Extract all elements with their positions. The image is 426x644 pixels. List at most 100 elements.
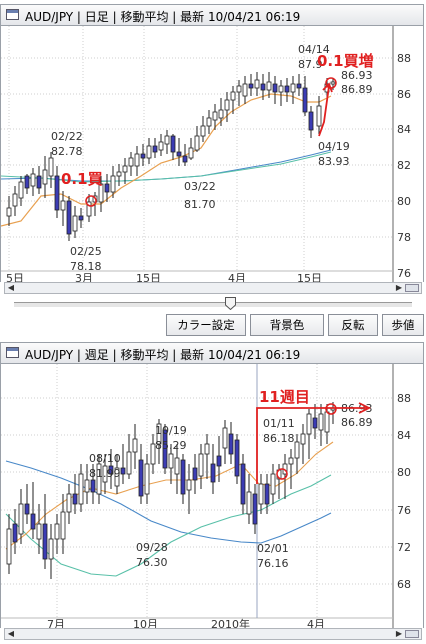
entry-marker-circle: [276, 468, 288, 480]
label-last-b: 86.89: [341, 83, 373, 96]
y-tick-76: 76: [397, 267, 411, 280]
ma-short-line: [1, 93, 332, 227]
candle-body: [180, 459, 186, 495]
candle-body: [170, 135, 176, 153]
candle-body: [200, 125, 206, 137]
y-tick-86: 86: [397, 88, 411, 101]
zoom-slider[interactable]: [14, 297, 412, 310]
candle-body: [278, 85, 284, 93]
candle-body: [216, 455, 222, 467]
candle-body: [54, 523, 60, 540]
candle-body: [114, 467, 120, 487]
candle-body: [110, 175, 116, 193]
daily-chart-area[interactable]: 88 86 84 82 80 78 76 5日 3月 15日 4月 15日: [0, 26, 424, 282]
candle-body: [252, 493, 258, 525]
candle-body: [134, 153, 140, 167]
candle-body: [218, 109, 224, 119]
candle-body: [224, 99, 230, 111]
background-color-button[interactable]: 背景色: [250, 314, 324, 336]
candle-body: [90, 479, 96, 493]
last-marker-circle: [325, 403, 337, 415]
candle-body: [60, 200, 66, 211]
candle-body: [158, 141, 164, 151]
candle-body: [188, 147, 194, 159]
y-tick-68: 68: [397, 578, 411, 591]
ma-mid-line: [1, 151, 332, 183]
annotation-arrowhead: [322, 82, 333, 93]
x-tick-july: 7月: [47, 618, 65, 628]
candle-body: [86, 201, 92, 217]
label-0419-value: 83.93: [318, 155, 350, 168]
candle-body: [272, 83, 278, 93]
annotation-weeks: 11週目: [259, 388, 310, 406]
tick-button[interactable]: 歩値: [382, 314, 424, 336]
candle-body: [260, 83, 266, 91]
candle-body: [324, 411, 330, 433]
label-0111-date: 01/11: [263, 417, 295, 430]
candle-body: [6, 207, 12, 217]
weekly-grid: [1, 364, 393, 618]
candle-body: [42, 169, 48, 185]
label-0225-value: 78.18: [70, 260, 102, 273]
candle-body: [316, 105, 322, 127]
y-tick-84: 84: [397, 123, 411, 136]
color-settings-button[interactable]: カラー設定: [166, 314, 246, 336]
label-0810-date: 08/10: [89, 452, 121, 465]
candle-body: [36, 523, 42, 540]
candle-body: [54, 175, 60, 211]
scroll-right-icon[interactable]: ▶: [395, 629, 403, 638]
daily-chart-title: AUD/JPY | 日足 | 移動平均 | 最新 10/04/21 06:19: [25, 10, 301, 24]
y-tick-78: 78: [397, 231, 411, 244]
candle-body: [116, 171, 122, 177]
candle-body: [164, 135, 170, 145]
candle-body: [140, 153, 146, 159]
candle-body: [300, 433, 306, 445]
candle-body: [296, 83, 302, 89]
label-0222-date: 02/22: [51, 130, 83, 143]
candle-body: [102, 465, 108, 483]
label-0222-value: 82.78: [51, 145, 83, 158]
daily-candles: [6, 72, 336, 241]
candle-body: [210, 463, 216, 483]
candle-body: [66, 493, 72, 513]
candle-body: [248, 83, 254, 89]
candle-body: [234, 439, 240, 477]
label-1019-value: 85.29: [155, 439, 187, 452]
label-1019-date: 10/19: [155, 424, 187, 437]
daily-chart-scrollbar[interactable]: ◀ ▶: [4, 282, 422, 294]
candle-body: [126, 451, 132, 475]
candle-body: [294, 441, 300, 459]
candle-body: [78, 215, 84, 221]
window-icon: [6, 347, 19, 358]
invert-button[interactable]: 反転: [328, 314, 378, 336]
ma-long-line: [5, 460, 332, 544]
annotation-buy2: 0.1買増: [317, 52, 374, 70]
candle-body: [194, 135, 200, 151]
scroll-thumb[interactable]: [405, 630, 419, 638]
label-0322-date: 03/22: [184, 180, 216, 193]
x-tick-april: 4月: [307, 618, 325, 628]
x-tick-15a: 15日: [136, 272, 161, 282]
scroll-left-icon[interactable]: ◀: [7, 283, 15, 292]
x-tick-march: 3月: [75, 272, 93, 282]
weekly-chart-scrollbar[interactable]: ◀ ▶: [4, 628, 422, 640]
scroll-left-icon[interactable]: ◀: [7, 629, 15, 638]
weekly-chart-area[interactable]: 88 84 80 76 72 68 7月 10月 2010年 4月 08/10 …: [0, 364, 424, 628]
scroll-thumb[interactable]: [405, 284, 419, 292]
y-tick-76: 76: [397, 504, 411, 517]
candle-body: [42, 523, 48, 560]
candle-body: [132, 438, 138, 453]
candle-body: [152, 145, 158, 153]
candle-body: [284, 85, 290, 93]
candle-body: [288, 457, 294, 465]
y-tick-80: 80: [397, 466, 411, 479]
zoom-slider-track: [14, 302, 412, 308]
zoom-slider-knob[interactable]: [225, 297, 236, 310]
candle-body: [302, 87, 308, 113]
candle-body: [72, 215, 78, 232]
scroll-right-icon[interactable]: ▶: [395, 283, 403, 292]
y-tick-88: 88: [397, 52, 411, 65]
candle-body: [270, 473, 276, 495]
candle-body: [266, 81, 272, 91]
daily-chart-titlebar: AUD/JPY | 日足 | 移動平均 | 最新 10/04/21 06:19: [0, 4, 424, 26]
